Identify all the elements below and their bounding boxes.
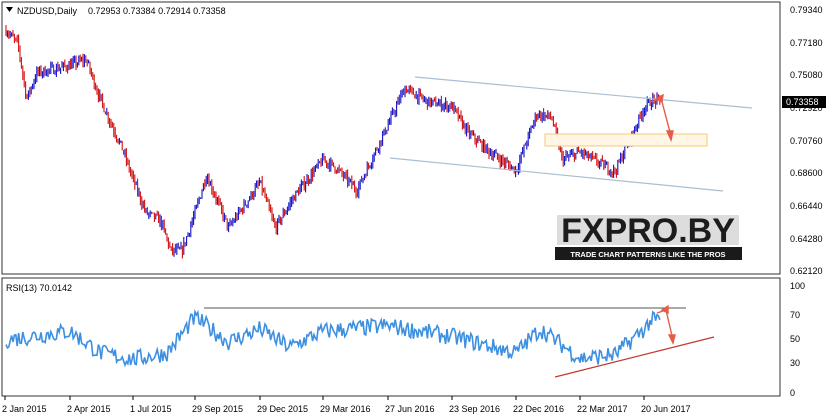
rsi-tick: 30 [790, 358, 800, 368]
price-tick: 0.68600 [790, 168, 823, 178]
ohlc-values: 0.72953 0.73384 0.72914 0.73358 [88, 6, 226, 16]
channel-upper-line[interactable] [414, 76, 753, 109]
rsi-pane[interactable] [1, 277, 781, 397]
price-scale[interactable]: 0.79340 0.77180 0.75080 0.72920 0.70760 … [790, 5, 823, 276]
price-arrow-icon [650, 93, 674, 143]
price-tick: 0.75080 [790, 70, 823, 80]
time-label: 29 Mar 2016 [320, 404, 371, 414]
current-price-value: 0.73358 [786, 97, 819, 107]
time-label: 2 Jan 2015 [2, 404, 47, 414]
price-tick: 0.64280 [790, 234, 823, 244]
rsi-tick: 70 [790, 310, 800, 320]
rsi-support-line[interactable] [554, 336, 715, 378]
time-label: 23 Sep 2016 [449, 404, 500, 414]
chart-header: NZDUSD,Daily 0.72953 0.73384 0.72914 0.7… [6, 6, 226, 16]
watermark-tagline: TRADE CHART PATTERNS LIKE THE PROS [570, 250, 725, 259]
rsi-tick: 100 [790, 281, 805, 291]
time-label: 29 Sep 2015 [192, 404, 243, 414]
rsi-label: RSI(13) 70.0142 [6, 283, 72, 293]
target-zone-box[interactable] [544, 133, 708, 147]
price-tick: 0.79340 [790, 5, 823, 15]
rsi-scale[interactable]: 100 70 50 30 0 [790, 281, 805, 398]
time-label: 29 Dec 2015 [257, 404, 308, 414]
time-label: 20 Jun 2017 [641, 404, 691, 414]
time-label: 22 Mar 2017 [577, 404, 628, 414]
rsi-line [5, 308, 661, 368]
symbol-timeframe: NZDUSD,Daily [17, 6, 78, 16]
time-axis[interactable]: 2 Jan 2015 2 Apr 2015 1 Jul 2015 29 Sep 201… [2, 396, 691, 414]
rsi-path [5, 308, 661, 368]
time-label: 2 Apr 2015 [67, 404, 111, 414]
time-label: 1 Jul 2015 [130, 404, 172, 414]
chevron-down-icon[interactable] [6, 7, 13, 12]
price-tick: 0.62120 [790, 266, 823, 276]
rsi-tick: 50 [790, 334, 800, 344]
rsi-arrow-icon [656, 304, 676, 346]
time-label: 22 Dec 2016 [513, 404, 564, 414]
watermark-brand: FXPRO.BY [561, 212, 735, 250]
time-label: 27 Jun 2016 [385, 404, 435, 414]
price-tick: 0.70760 [790, 136, 823, 146]
rsi-tick: 0 [790, 388, 795, 398]
fxpro-watermark: FXPRO.BY TRADE CHART PATTERNS LIKE THE P… [555, 212, 742, 260]
current-price-tag [782, 96, 826, 108]
price-tick: 0.66440 [790, 201, 823, 211]
channel-lower-line[interactable] [389, 157, 724, 192]
price-tick: 0.77180 [790, 38, 823, 48]
